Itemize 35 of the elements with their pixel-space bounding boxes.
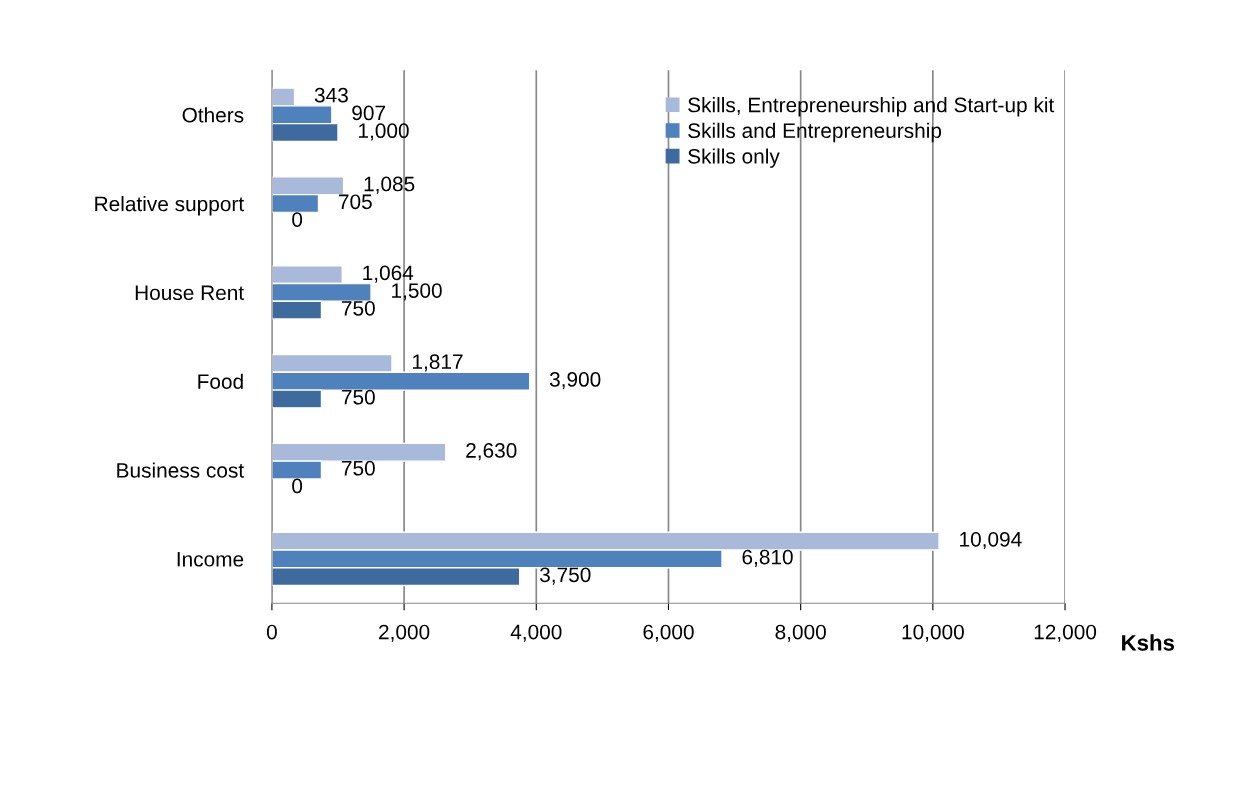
data-label: 6,810 [742,549,793,567]
data-label: 907 [352,105,386,121]
x-tick-label: 2,000 [379,624,430,642]
x-tick-label: 12,000 [1034,624,1097,642]
data-label: 0 [292,478,303,494]
x-axis-title: Kshs [1122,634,1175,651]
y-tick-label: Food [198,373,243,389]
data-label: 750 [341,300,375,316]
legend-label: Skills and Entrepreneurship [688,122,942,143]
legend-label: Skills, Entrepreneurship and Start-up kit [688,97,1055,117]
x-tick-label: 6,000 [643,624,694,642]
data-label: 1,817 [413,354,463,372]
x-tick-label: 4,000 [510,624,562,642]
y-tick-label: Relative support [95,196,244,216]
data-label: 1,064 [363,265,414,283]
data-label: 705 [339,194,372,210]
data-label: 1,000 [359,123,409,141]
data-label: 2,630 [466,443,517,461]
data-label: 3,900 [549,372,601,390]
data-label: 1,500 [392,283,442,301]
y-tick-label: Others [182,107,244,123]
y-tick-label: Business cost [117,462,244,478]
legend-label: Skills only [688,148,780,168]
data-label: 343 [314,87,348,103]
y-tick-label: House Rent [135,285,244,301]
data-label: 750 [341,389,375,405]
y-tick-label: Income [177,552,244,567]
data-label: 750 [341,460,375,476]
x-tick-label: 10,000 [902,624,964,642]
x-tick-label: 0 [266,624,277,640]
x-tick-label: 8,000 [775,624,826,642]
data-label: 10,094 [960,531,1022,550]
data-label: 3,750 [540,567,591,585]
data-label: 1,085 [364,176,415,194]
data-label: 0 [292,212,303,227]
